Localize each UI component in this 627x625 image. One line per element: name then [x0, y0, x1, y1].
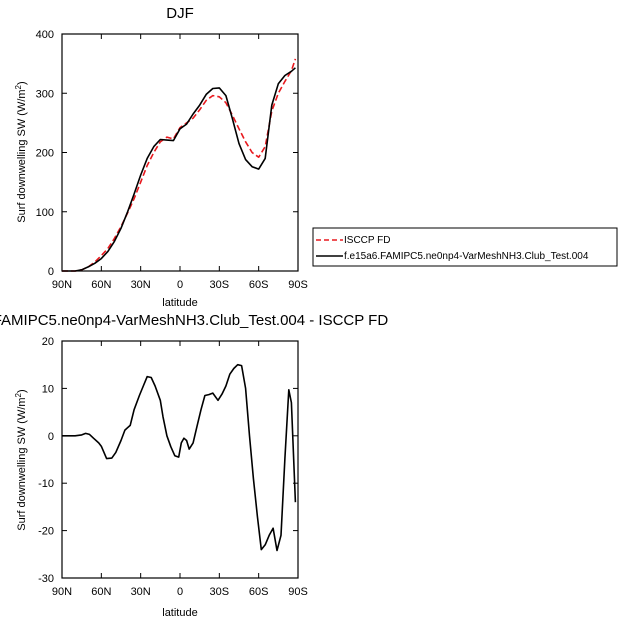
chart-bottom-axes: 90N 60N 30N 0 30S 60S 90S -30 -20 -10 0 10 20: [38, 336, 308, 598]
chart-bottom-ytick-label: -30: [38, 573, 54, 585]
chart-top-ytick-label: 0: [48, 266, 54, 278]
chart-bottom-ytick-label: 0: [48, 431, 54, 443]
chart-top-ytick-label: 400: [36, 29, 54, 41]
chart-top-xtick-label: 30S: [210, 279, 230, 291]
chart-bottom-ytick-label: -20: [38, 526, 54, 538]
chart-bottom-xtick-label: 90S: [288, 586, 308, 598]
chart-top-ylabel-text: Surf downwelling SW (W/m: [16, 89, 28, 222]
chart-bottom-xtick-label: 30S: [210, 586, 230, 598]
chart-top-series: [62, 58, 297, 272]
chart-bottom-series-line-0: [62, 363, 297, 552]
legend-label-isccp: ISCCP FD: [344, 235, 391, 246]
chart-top-xtick-label: 90S: [288, 279, 308, 291]
chart-top-series-line-1: [62, 67, 296, 272]
chart-top-ylabel-sup: 2: [14, 84, 23, 89]
chart-top-xtick-label: 90N: [52, 279, 72, 291]
chart-bottom-title: a6.FAMIPC5.ne0np4-VarMeshNH3.Club_Test.0…: [0, 312, 388, 329]
chart-top-ytick-label: 100: [36, 207, 54, 219]
chart-top-series-line-0: [62, 58, 297, 272]
chart-top-ylabel-close: ): [16, 81, 28, 85]
chart-top-xtick-label: 60S: [249, 279, 269, 291]
chart-top-ytick-label: 200: [36, 148, 54, 160]
chart-top-plot-frame: [61, 33, 299, 272]
chart-bottom-xtick-label: 0: [177, 586, 183, 598]
chart-bottom-ylabel-close: ): [16, 389, 28, 393]
chart-bottom-xtick-label: 60N: [91, 586, 111, 598]
chart-top-ylabel: Surf downwelling SW (W/m2): [14, 81, 28, 222]
chart-bottom-ytick-label: 20: [42, 336, 54, 348]
chart-top-axes: 90N 60N 30N 0 30S 60S 90S 0 100 200 300 400: [36, 29, 308, 291]
chart-bottom-xtick-label: 30N: [131, 586, 151, 598]
chart-bottom-ylabel: Surf downwelling SW (W/m2): [14, 389, 28, 530]
legend: ISCCP FD f.e15a6.FAMIPC5.ne0np4-VarMeshN…: [312, 227, 618, 267]
chart-bottom-series: [62, 363, 297, 552]
chart-bottom-xtick-label: 60S: [249, 586, 269, 598]
chart-bottom: a6.FAMIPC5.ne0np4-VarMeshNH3.Club_Test.0…: [0, 312, 388, 619]
chart-bottom-ylabel-sup: 2: [14, 392, 23, 397]
legend-label-model: f.e15a6.FAMIPC5.ne0np4-VarMeshNH3.Club_T…: [344, 251, 589, 262]
chart-bottom-xlabel: latitude: [162, 607, 197, 619]
chart-top-xlabel: latitude: [162, 297, 197, 309]
legend-box: [312, 227, 618, 267]
chart-bottom-ytick-label: -10: [38, 478, 54, 490]
chart-bottom-ylabel-text: Surf downwelling SW (W/m: [16, 397, 28, 530]
chart-top-xtick-label: 60N: [91, 279, 111, 291]
chart-bottom-plot-frame: [61, 340, 299, 579]
chart-top-xtick-label: 0: [177, 279, 183, 291]
chart-top: DJF 90N 60N 30N 0 30S 60S 90S 0 100 200 300 400 lat…: [14, 5, 308, 309]
chart-top-title: DJF: [166, 5, 194, 22]
chart-top-xtick-label: 30N: [131, 279, 151, 291]
chart-top-ytick-label: 300: [36, 88, 54, 100]
chart-bottom-ytick-label: 10: [42, 383, 54, 395]
chart-bottom-xtick-label: 90N: [52, 586, 72, 598]
